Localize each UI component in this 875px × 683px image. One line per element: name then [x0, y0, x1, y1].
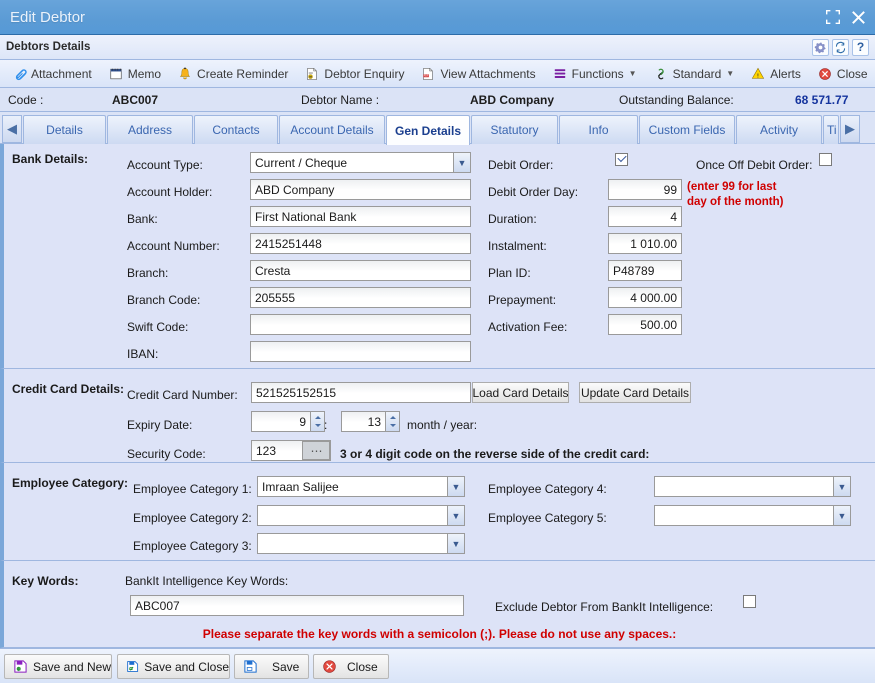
- svg-text:PDF: PDF: [424, 75, 429, 77]
- svg-text:!: !: [757, 73, 759, 79]
